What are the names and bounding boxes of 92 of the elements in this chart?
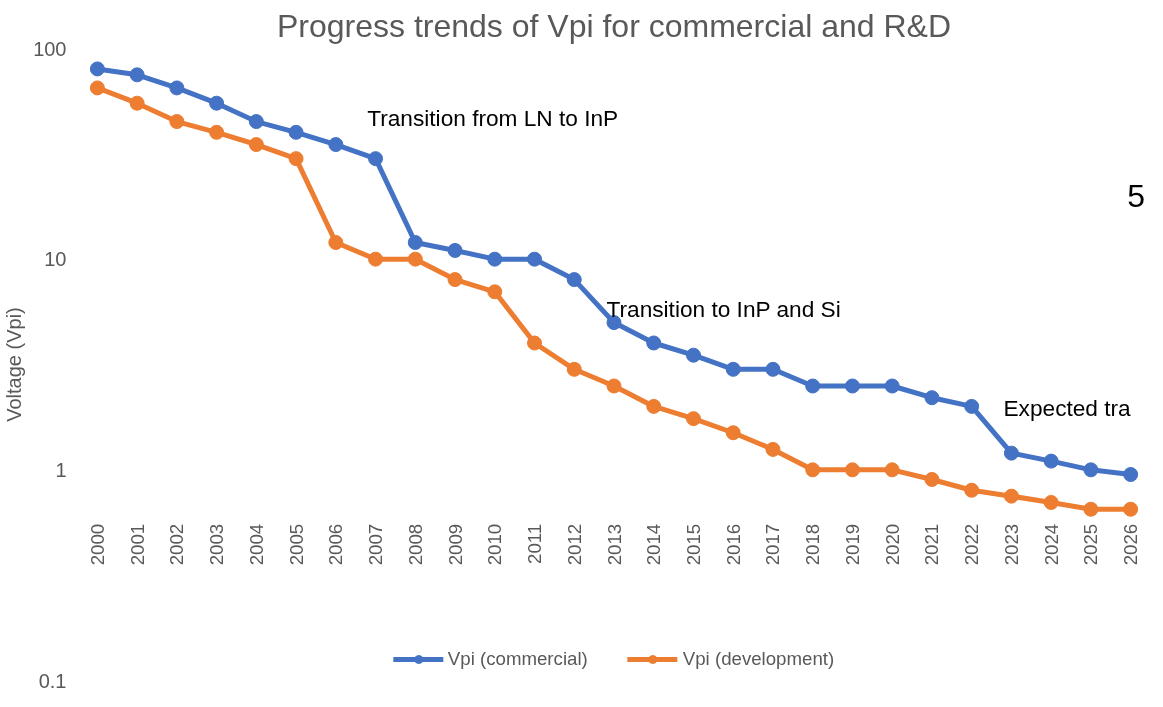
x-tick-label: 2015 [682, 523, 704, 566]
point [169, 80, 185, 96]
legend-label: Vpi (commercial) [447, 648, 588, 670]
point [1083, 501, 1099, 517]
y-tick-label: 10 [44, 248, 67, 271]
point [765, 361, 781, 377]
point [646, 398, 662, 414]
y-tick-label: 0.1 [38, 669, 67, 692]
annotation: Transition to InP and Si [606, 296, 841, 323]
y-tick-label: 100 [33, 37, 67, 60]
point [487, 284, 503, 300]
y-axis-title: Voltage (Vpi) [3, 307, 26, 422]
x-tick-label: 2009 [444, 523, 466, 566]
x-tick-label: 2019 [841, 523, 863, 566]
point [209, 95, 225, 111]
point [646, 335, 662, 351]
x-tick-label: 2005 [285, 523, 307, 566]
x-tick-label: 2026 [1120, 523, 1142, 566]
point [248, 137, 264, 153]
legend-label: Vpi (development) [682, 648, 835, 670]
point [407, 235, 423, 250]
x-tick-label: 2012 [563, 523, 585, 566]
x-tick-label: 2008 [404, 523, 426, 566]
point [407, 251, 423, 267]
chart-title: Progress trends of Vpi for commercial and R&D [276, 7, 952, 44]
point [1003, 488, 1019, 504]
point [248, 114, 264, 130]
x-tick-label: 2022 [961, 523, 983, 566]
x-tick-label: 2000 [86, 523, 108, 566]
point [328, 137, 344, 153]
point [368, 151, 384, 167]
point [209, 124, 225, 140]
x-tick-label: 2013 [603, 523, 625, 566]
annotation: Transition from LN to InP [367, 104, 619, 131]
point [1043, 453, 1059, 469]
x-tick-label: 2018 [802, 523, 824, 566]
point [129, 67, 145, 83]
x-tick-label: 2020 [881, 523, 903, 566]
point [765, 441, 781, 457]
annotation: Expected tra [1003, 395, 1132, 422]
x-tick-label: 2007 [365, 523, 387, 566]
point [805, 378, 821, 394]
y-tick-label: 1 [55, 458, 67, 481]
point [487, 251, 503, 267]
point [89, 61, 105, 77]
point [169, 114, 185, 130]
point [964, 482, 980, 498]
point [884, 462, 900, 478]
point [964, 398, 980, 414]
point [606, 378, 622, 394]
point [368, 251, 384, 267]
point [805, 462, 821, 478]
x-tick-label: 2014 [643, 523, 665, 566]
x-tick-label: 2002 [166, 523, 188, 566]
point [1003, 445, 1019, 461]
x-tick-label: 2011 [524, 523, 546, 564]
point [89, 80, 105, 96]
point [566, 361, 582, 377]
point [924, 390, 940, 406]
point [1123, 501, 1139, 517]
point [527, 335, 543, 351]
x-tick-label: 2006 [325, 523, 347, 566]
point [447, 272, 463, 288]
x-tick-label: 2024 [1040, 523, 1062, 566]
point [527, 251, 543, 267]
point [924, 471, 940, 487]
x-tick-label: 2010 [484, 523, 506, 566]
x-tick-label: 2023 [1000, 523, 1022, 566]
point [725, 361, 741, 377]
point [288, 151, 304, 167]
x-tick-label: 2025 [1080, 523, 1102, 566]
x-tick-label: 2021 [921, 523, 943, 566]
x-tick-label: 2004 [245, 523, 267, 566]
x-tick-label: 2016 [722, 523, 744, 566]
point [288, 124, 304, 140]
point [685, 411, 701, 427]
point [685, 347, 701, 363]
annotation: 5 [1127, 177, 1146, 214]
point [1123, 467, 1139, 483]
x-tick-label: 2003 [206, 523, 228, 566]
point [1043, 494, 1059, 510]
point [129, 95, 145, 111]
x-tick-label: 2001 [126, 523, 148, 566]
point [884, 378, 900, 394]
point [566, 272, 582, 288]
point [328, 235, 344, 250]
point [725, 425, 741, 441]
point [844, 378, 860, 394]
point [447, 242, 463, 258]
x-tick-label: 2017 [762, 523, 784, 566]
point [844, 462, 860, 478]
point [1083, 462, 1099, 478]
